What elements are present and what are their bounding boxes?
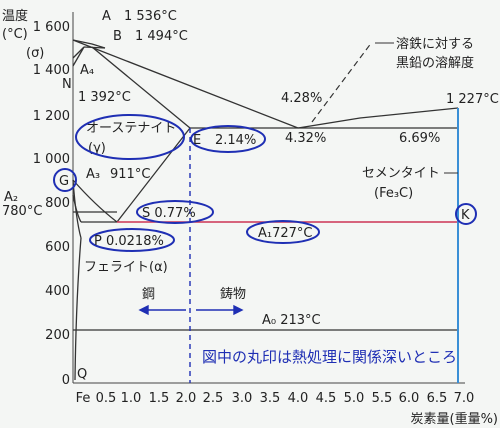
y-tick-800: 800 — [45, 196, 70, 211]
point-k-label: K — [461, 208, 470, 223]
point-g-label: G — [59, 174, 69, 189]
y-axis-title-3: (σ) — [26, 46, 44, 61]
y-tick-1400: 1 400 — [33, 63, 70, 78]
a3-line — [72, 179, 118, 223]
cementite-pct-label: 6.69% — [399, 131, 440, 146]
cementite-label: セメンタイト — [362, 166, 440, 181]
steel-cast-iron-arrow — [138, 304, 244, 316]
point-a2-temp: 780°C — [2, 204, 42, 219]
acm-line — [116, 127, 191, 223]
g-to-p-line — [72, 179, 82, 239]
point-a4-label: A₄ — [80, 63, 94, 78]
heat-treatment-note: 図中の丸印は熱処理に関係深いところ — [202, 348, 457, 366]
a0-label: A₀ 213°C — [262, 313, 321, 328]
steel-label: 鋼 — [142, 287, 155, 302]
point-s-circle — [136, 200, 214, 224]
x-tick-7-0: 7.0 — [454, 391, 475, 406]
point-e-value: 2.14% — [215, 133, 256, 148]
solubility-label-1: 溶鉄に対する — [396, 37, 474, 52]
y-tick-200: 200 — [45, 328, 70, 343]
x-tick-1-5: 1.5 — [149, 391, 170, 406]
cementite-formula: (Fe₃C) — [374, 186, 413, 201]
delta-peritectic-line — [83, 46, 106, 49]
delta-boundary-top — [72, 39, 106, 49]
point-p-circle — [89, 228, 175, 252]
alpha-boundary — [72, 194, 82, 223]
x-tick-6-0: 6.0 — [399, 391, 420, 406]
y-tick-0: 0 — [62, 373, 70, 388]
point-e-circle — [190, 125, 266, 153]
liquidus-line-right — [297, 107, 459, 129]
point-b-temp: 1 494°C — [135, 29, 188, 44]
point-a4-temp: 1 392°C — [78, 90, 131, 105]
x-axis-title: 炭素量(重量%) — [411, 411, 499, 427]
ferrite-label: フェライト(α) — [84, 260, 168, 275]
delta-boundary-lower — [72, 46, 85, 59]
point-n-label: N — [62, 77, 72, 92]
y-tick-labels: 1 600 1 400 1 200 1 000 800 600 400 200 … — [33, 20, 70, 388]
x-tick-4-0: 4.0 — [288, 391, 309, 406]
point-q-label: Q — [77, 367, 87, 382]
ferrite-solvus — [74, 237, 82, 381]
point-p-value: P 0.0218% — [94, 234, 164, 249]
liquidus-line-left — [72, 39, 299, 129]
x-tick-6-5: 6.5 — [427, 391, 448, 406]
graphite-solubility-line — [311, 41, 373, 123]
y-tick-1200: 1 200 — [33, 109, 70, 124]
y-axis-title-2: (°C) — [2, 27, 28, 42]
a1-label: A₁727°C — [258, 226, 313, 241]
solidus-line — [91, 46, 191, 129]
eutectic-temp-label: 1 227°C — [446, 92, 499, 107]
y-tick-600: 600 — [45, 240, 70, 255]
point-a-temp: 1 536°C — [124, 9, 177, 24]
solubility-label-2: 黒鉛の溶解度 — [396, 55, 474, 71]
phase-lines — [72, 39, 459, 381]
cast-iron-label: 鋳物 — [220, 286, 246, 302]
point-s-value: S 0.77% — [142, 206, 196, 221]
eutectic-c-label: 4.32% — [285, 131, 326, 146]
x-tick-5-0: 5.0 — [344, 391, 365, 406]
y-tick-400: 400 — [45, 284, 70, 299]
point-b-label: B — [113, 29, 122, 44]
eutectic-pct-label: 4.28% — [281, 91, 322, 106]
x-tick-5-5: 5.5 — [372, 391, 393, 406]
x-tick-labels: Fe 0.5 1.0 1.5 2.0 2.5 3.0 3.5 4.0 4.5 5… — [76, 391, 475, 406]
point-a3-temp: 911°C — [110, 167, 150, 182]
x-tick-3-5: 3.5 — [260, 391, 281, 406]
point-k-circle — [455, 203, 477, 225]
x-tick-4-5: 4.5 — [316, 391, 337, 406]
y-axis-title-1: 温度 — [2, 8, 28, 24]
x-tick-3-0: 3.0 — [232, 391, 253, 406]
x-tick-fe: Fe — [76, 391, 91, 406]
y-tick-1000: 1 000 — [33, 152, 70, 167]
a1-circle — [246, 220, 320, 244]
x-tick-0-5: 0.5 — [96, 391, 117, 406]
y-tick-1600: 1 600 — [33, 20, 70, 35]
x-tick-2-5: 2.5 — [203, 391, 224, 406]
austenite-circle — [75, 114, 185, 160]
point-a3-label: A₃ — [86, 167, 100, 182]
x-tick-1-0: 1.0 — [121, 391, 142, 406]
point-a-label: A — [102, 9, 111, 24]
delta-boundary-right — [72, 46, 85, 67]
point-g-circle — [53, 168, 77, 192]
point-a2-label: A₂ — [4, 190, 18, 205]
austenite-label: オーステナイト — [86, 121, 176, 136]
point-e-label: E — [193, 133, 201, 148]
x-tick-2-0: 2.0 — [176, 391, 197, 406]
